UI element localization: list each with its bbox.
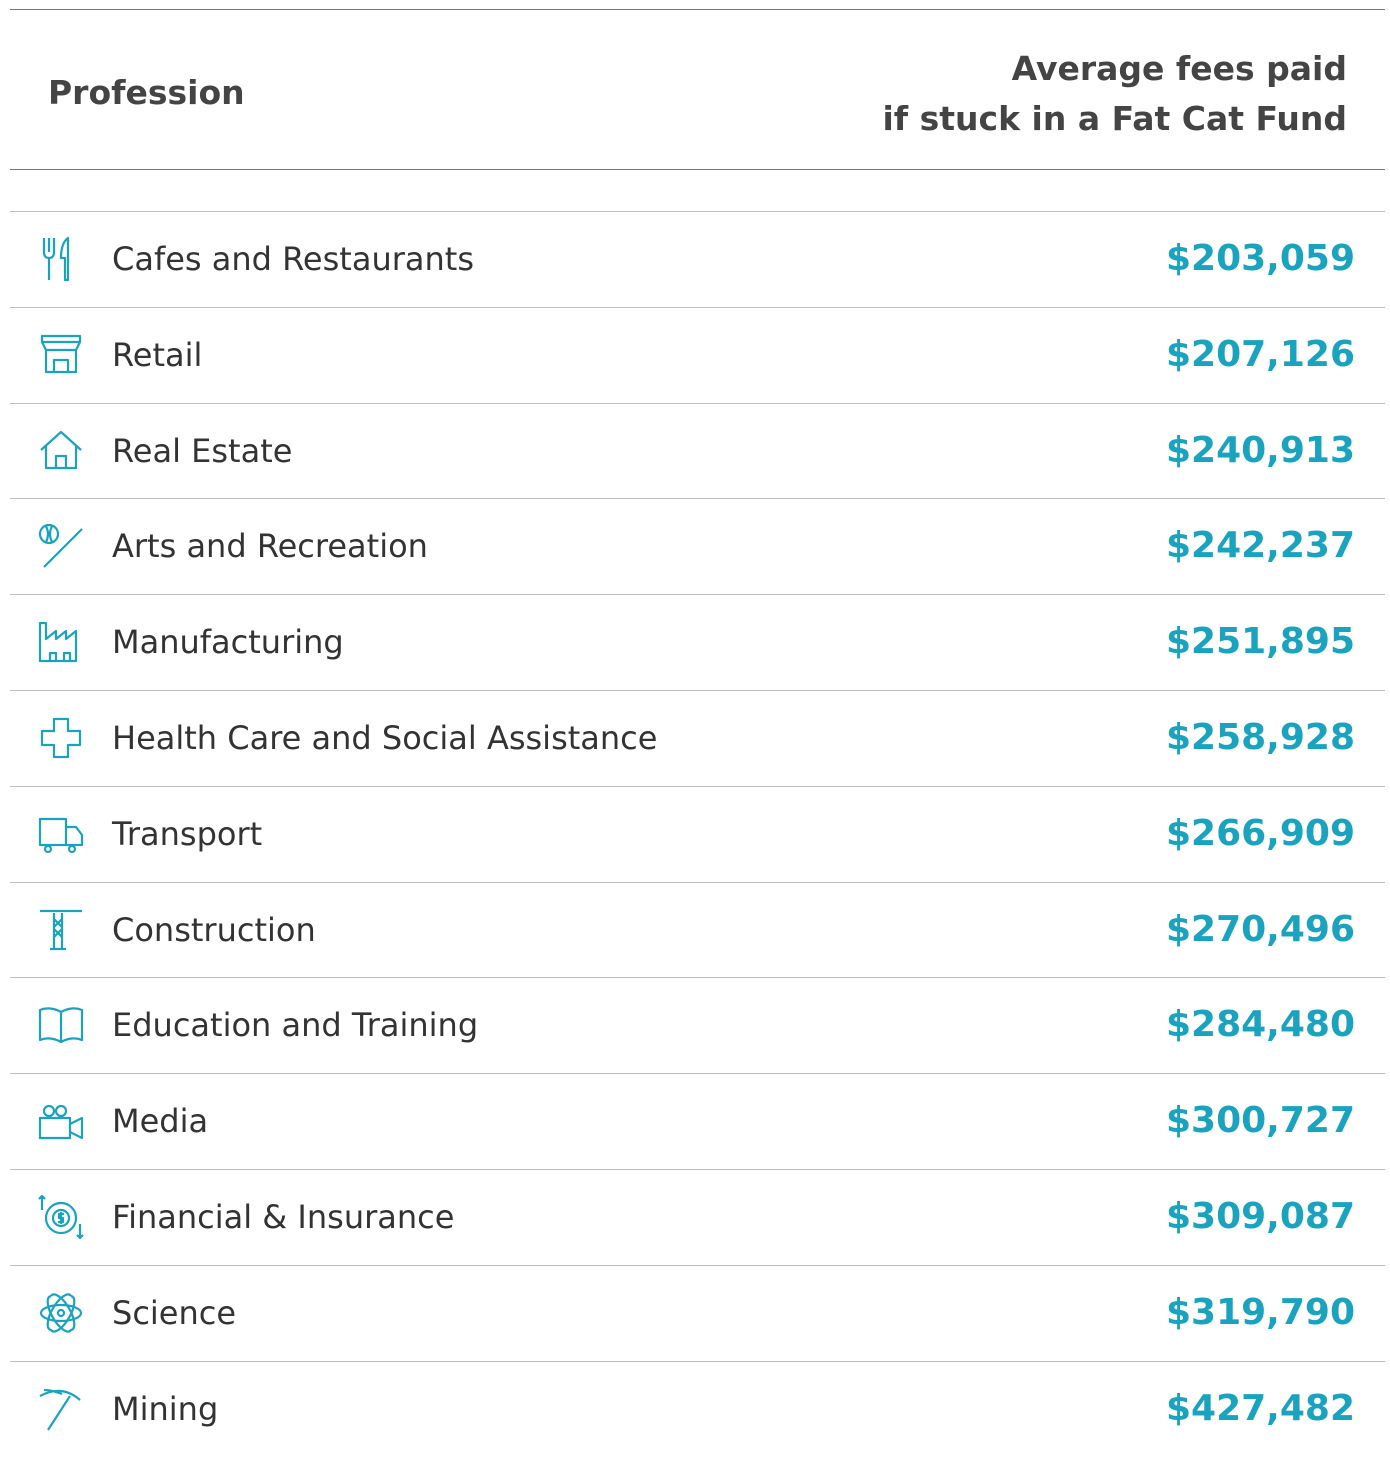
fee-value: $309,087	[1165, 1196, 1355, 1237]
table-row: Mining $427,482	[0, 1361, 1390, 1457]
row-icon	[40, 909, 82, 950]
row-icon	[38, 817, 84, 853]
icon-shape	[39, 1388, 81, 1431]
profession-name: Financial & Insurance	[112, 1198, 455, 1236]
icon-shape	[38, 622, 78, 663]
fee-value: $242,237	[1165, 525, 1355, 567]
fee-value: $258,928	[1165, 717, 1355, 758]
fee-value: $207,126	[1165, 333, 1355, 375]
fee-value: $319,790	[1165, 1291, 1355, 1333]
top-rule	[10, 9, 1385, 10]
profession-name: Health Care and Social Assistance	[112, 719, 658, 757]
icon-shape	[38, 1007, 84, 1044]
profession-name: Cafes and Restaurants	[112, 240, 474, 278]
row-rule	[10, 594, 1385, 596]
row-icon	[42, 236, 70, 282]
table-row: Education and Training $284,480	[0, 977, 1390, 1073]
row-rule	[10, 306, 1385, 308]
row-rule	[10, 1264, 1385, 1266]
row-icon	[38, 622, 78, 663]
fees-header-line: Average fees paid	[1011, 49, 1347, 88]
icon-shape	[40, 430, 82, 469]
row-icon	[39, 1293, 83, 1333]
fee-value: $427,482	[1165, 1387, 1355, 1429]
icon-shape	[42, 236, 70, 282]
header-rule	[10, 169, 1385, 170]
row-rule	[10, 785, 1385, 787]
row-icon	[38, 1007, 84, 1044]
row-rule	[10, 402, 1385, 404]
icon-shape	[40, 717, 82, 759]
profession-name: Science	[112, 1293, 237, 1332]
row-icon	[38, 524, 83, 569]
icon-shape	[40, 334, 82, 373]
profession-name: Arts and Recreation	[112, 527, 428, 566]
icon-shape	[38, 817, 84, 853]
table-row: Transport $266,909	[0, 786, 1390, 882]
fee-value: $266,909	[1165, 812, 1355, 854]
fee-value: $300,727	[1165, 1100, 1355, 1142]
row-rule	[10, 498, 1385, 500]
table-row: Retail $207,126	[0, 307, 1390, 403]
profession-name: Transport	[112, 814, 263, 853]
profession-name: Construction	[112, 910, 316, 949]
table-row: Construction $270,496	[0, 882, 1390, 978]
row-rule	[10, 1073, 1385, 1075]
fee-value: $270,496	[1165, 908, 1355, 950]
icon-shape	[38, 1105, 84, 1140]
row-rule	[10, 690, 1385, 691]
fee-value: $240,913	[1165, 429, 1355, 471]
icon-shape	[38, 524, 83, 569]
icon-shape	[40, 909, 82, 950]
table-row: Health Care and Social Assistance $258,92…	[0, 690, 1390, 786]
table-row: Media $300,727	[0, 1073, 1390, 1169]
row-icon	[40, 430, 82, 469]
table-row: Financial & Insurance $309,087	[0, 1169, 1390, 1265]
profession-name: Real Estate	[112, 431, 293, 470]
profession-header: Profession	[48, 73, 245, 112]
row-icon	[38, 1105, 84, 1140]
profession-name: Education and Training	[112, 1006, 479, 1045]
table-row: Science $319,790	[0, 1265, 1390, 1361]
fees-header: Average fees paid if stuck in a Fat Cat …	[882, 44, 1347, 144]
row-rule	[10, 881, 1385, 883]
fees-header-line: if stuck in a Fat Cat Fund	[882, 99, 1347, 138]
profession-name: Retail	[112, 335, 203, 374]
fee-value: $284,480	[1165, 1004, 1355, 1046]
fee-value: $203,059	[1165, 238, 1355, 279]
profession-name: Manufacturing	[112, 623, 344, 662]
table-row: Cafes and Restaurants $203,059	[0, 211, 1390, 307]
table-row: Arts and Recreation $242,237	[0, 498, 1390, 594]
row-icon	[38, 1194, 84, 1240]
row-icon	[40, 334, 82, 373]
icon-shape	[39, 1293, 83, 1333]
table-row: Manufacturing $251,895	[0, 594, 1390, 690]
fee-value: $251,895	[1165, 621, 1355, 663]
profession-name: Mining	[112, 1389, 219, 1428]
icon-shape	[38, 1194, 84, 1240]
row-rule	[10, 1169, 1385, 1170]
profession-name: Media	[112, 1102, 209, 1141]
row-rule	[10, 211, 1385, 212]
row-icon	[39, 1388, 81, 1431]
row-icon	[40, 717, 82, 759]
row-rule	[10, 1360, 1385, 1362]
row-rule	[10, 977, 1385, 979]
table-row: Real Estate $240,913	[0, 403, 1390, 499]
